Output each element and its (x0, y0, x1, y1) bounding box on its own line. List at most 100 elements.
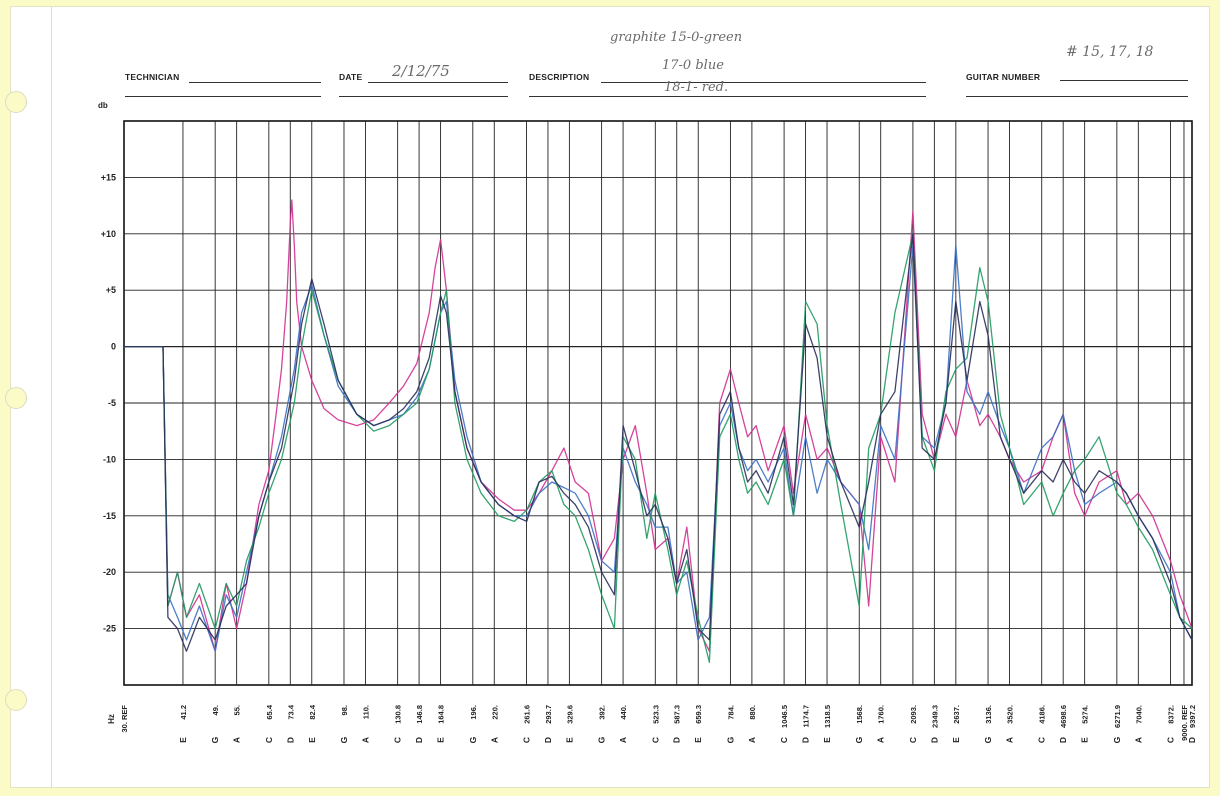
description-label: DESCRIPTION (529, 72, 590, 82)
x-tick-note-label: E (436, 737, 446, 743)
x-tick-note-label: A (1133, 737, 1143, 743)
x-tick-freq-label: 3520. (1006, 705, 1015, 724)
x-tick-note-label: G (854, 736, 864, 743)
x-tick-freq-label: 146.8 (415, 705, 424, 724)
x-tick-note-label: D (1058, 737, 1068, 743)
x-tick-freq-label: 8372. (1167, 705, 1176, 724)
y-tick-label: -20 (103, 567, 116, 577)
x-tick-note-label: A (232, 737, 242, 743)
chart-series (124, 199, 1193, 664)
x-tick-note-label: C (521, 737, 531, 743)
technician-line (189, 82, 321, 83)
x-tick-freq-label: 6271.9 (1113, 705, 1122, 728)
description-line-3: 18-1- red. (664, 80, 729, 95)
x-tick-note-label: G (725, 736, 735, 743)
x-tick-freq-label: 73.4 (286, 704, 295, 719)
x-tick-freq-label: 220. (490, 705, 499, 720)
x-tick-freq-label: 164.8 (437, 705, 446, 724)
description-line-2-text: 17-0 blue (662, 58, 724, 73)
y-tick-label: 0 (111, 342, 116, 352)
x-tick-note-label: E (951, 737, 961, 743)
x-tick-freq-label: 30. REF (120, 705, 129, 733)
x-tick-note-label: A (618, 737, 628, 743)
chart-grid (123, 120, 1193, 686)
x-tick-freq-label: 130.8 (394, 705, 403, 724)
series-line-3 (124, 233, 1193, 652)
x-tick-note-label: A (1005, 737, 1015, 743)
y-tick-label: -10 (103, 454, 116, 464)
data-sheet (5, 6, 1210, 788)
x-tick-freq-label: 293.7 (544, 705, 553, 724)
x-tick-note-label: C (393, 737, 403, 743)
x-tick-freq-label: 1760. (877, 705, 886, 724)
x-tick-note-label: E (822, 737, 832, 743)
y-tick-label: -25 (103, 624, 116, 634)
x-tick-freq-label: 1174.7 (802, 705, 811, 728)
description-line (601, 82, 926, 83)
binder-hole (5, 91, 27, 113)
x-tick-note-label: A (876, 737, 886, 743)
margin-line (51, 7, 52, 787)
x-tick-note-label: C (264, 737, 274, 743)
x-tick-freq-label: 4186. (1038, 705, 1047, 724)
x-tick-freq-label: 784. (726, 705, 735, 720)
x-tick-freq-label: 392. (598, 705, 607, 720)
date-line-2 (339, 96, 508, 97)
x-tick-freq-label: 196. (469, 705, 478, 720)
x-tick-freq-label: 65.4 (265, 704, 274, 719)
x-tick-note-label: G (983, 736, 993, 743)
date-line (368, 82, 508, 83)
y-axis-label: db (98, 101, 108, 110)
x-tick-note-label: E (178, 737, 188, 743)
x-tick-note-label: G (468, 736, 478, 743)
x-tick-note-label: C (908, 737, 918, 743)
series-line-0 (124, 199, 1193, 652)
x-tick-note-label: E (693, 737, 703, 743)
binder-hole (5, 689, 27, 711)
x-tick-note-label: G (597, 736, 607, 743)
x-tick-note-label: D (672, 737, 682, 743)
guitar-number-line-2 (966, 96, 1188, 97)
x-tick-freq-label: 110. (361, 705, 370, 719)
y-tick-label: +10 (101, 229, 116, 239)
x-tick-freq-label: 9397.2 (1188, 705, 1197, 728)
x-tick-freq-label: 1046.5 (780, 705, 789, 728)
x-tick-note-label: E (1080, 737, 1090, 743)
x-axis-label: Hz (107, 714, 116, 724)
x-tick-freq-label: 9000. REF (1180, 705, 1189, 741)
x-tick-note-label: D (929, 737, 939, 743)
x-tick-note-label: C (1037, 737, 1047, 743)
x-tick-freq-label: 880. (748, 705, 757, 720)
chart-labels: +15 +10 +5 0 -5 -10 -15 -20 -25 db 30. REF 41.2 E 49.… (98, 101, 1197, 743)
x-tick-freq-label: 261.6 (522, 705, 531, 724)
x-tick-freq-label: 523.3 (651, 705, 660, 724)
guitar-number-label: GUITAR NUMBER (966, 72, 1041, 82)
x-tick-note-label: A (360, 737, 370, 743)
y-tick-label: -15 (103, 511, 116, 521)
description-line-2 (529, 96, 926, 97)
x-tick-freq-label: 3136. (984, 705, 993, 724)
date-label: DATE (339, 72, 363, 82)
x-tick-note-label: G (210, 736, 220, 743)
x-tick-freq-label: 5274. (1081, 705, 1090, 724)
x-tick-freq-label: 2637. (952, 705, 961, 724)
x-tick-freq-label: 587.3 (673, 705, 682, 724)
binder-hole (5, 387, 27, 409)
x-tick-note-label: E (307, 737, 317, 743)
x-tick-freq-label: 440. (619, 705, 628, 720)
x-tick-note-label: C (779, 737, 789, 743)
series-line-2 (124, 233, 1193, 664)
x-tick-note-label: G (339, 736, 349, 743)
y-tick-label: +15 (101, 172, 116, 182)
x-tick-freq-label: 49. (211, 705, 220, 715)
y-tick-label: -5 (108, 398, 116, 408)
x-tick-freq-label: 98. (340, 705, 349, 715)
description-line-1: graphite 15-0-green (610, 30, 743, 45)
x-tick-note-label: D (1187, 737, 1197, 743)
x-tick-freq-label: 55. (233, 705, 242, 715)
x-tick-freq-label: 659.3 (694, 705, 703, 724)
x-tick-note-label: D (285, 737, 295, 743)
x-tick-note-label: D (801, 737, 811, 743)
guitar-number-value: # 15, 17, 18 (1066, 44, 1154, 60)
